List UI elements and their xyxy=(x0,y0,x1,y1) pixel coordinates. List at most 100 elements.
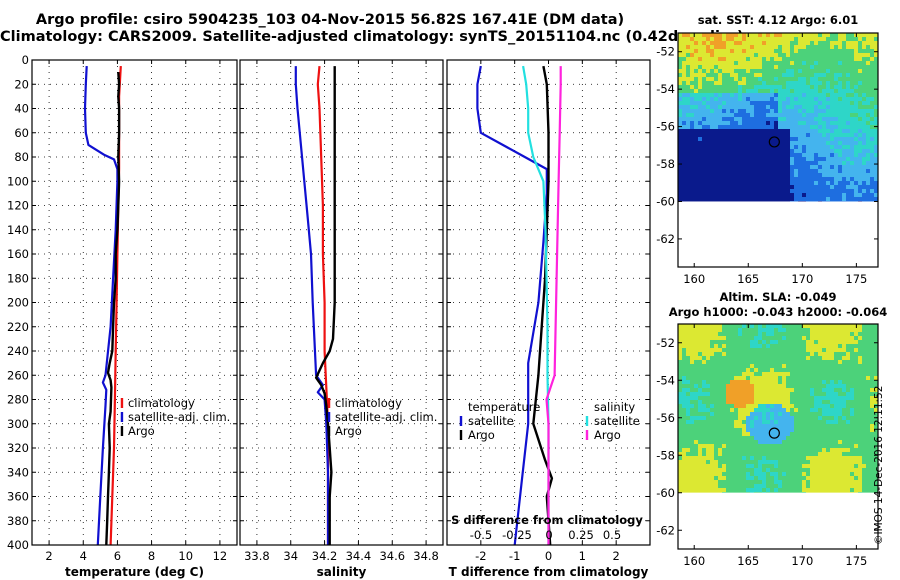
map-cell xyxy=(794,105,798,109)
map-cell xyxy=(822,396,826,400)
map-cell xyxy=(826,352,830,356)
map-cell xyxy=(694,145,698,149)
map-cell xyxy=(766,113,770,117)
map-cell xyxy=(722,404,726,408)
map-cell xyxy=(782,57,786,61)
map-cell xyxy=(782,193,786,197)
map-cell xyxy=(774,472,778,476)
map-cell xyxy=(850,440,854,444)
map-cell xyxy=(758,33,762,37)
map-cell xyxy=(766,468,770,472)
map-cell xyxy=(850,169,854,173)
map-cell xyxy=(678,472,682,476)
map-cell xyxy=(822,460,826,464)
map-cell xyxy=(714,165,718,169)
map-cell xyxy=(846,444,850,448)
map-cell xyxy=(742,161,746,165)
map-cell xyxy=(806,165,810,169)
map-cell xyxy=(866,65,870,69)
map-cell xyxy=(702,388,706,392)
map-cell xyxy=(834,392,838,396)
map-cell xyxy=(774,452,778,456)
map-cell xyxy=(730,380,734,384)
map-cell xyxy=(750,348,754,352)
map-cell xyxy=(818,408,822,412)
map-cell xyxy=(838,456,842,460)
map-cell xyxy=(858,185,862,189)
map-cell xyxy=(870,332,874,336)
map-cell xyxy=(810,376,814,380)
map-cell xyxy=(726,109,730,113)
map-cell xyxy=(858,336,862,340)
map-cell xyxy=(794,109,798,113)
map-cell xyxy=(778,372,782,376)
y-tick-label: -54 xyxy=(656,373,675,387)
map-cell xyxy=(722,436,726,440)
map-cell xyxy=(854,61,858,65)
map-cell xyxy=(774,129,778,133)
map-cell xyxy=(762,392,766,396)
map-cell xyxy=(730,432,734,436)
map-cell xyxy=(870,488,874,492)
map-cell xyxy=(706,133,710,137)
map-cell xyxy=(866,89,870,93)
map-cell xyxy=(794,153,798,157)
map-cell xyxy=(826,356,830,360)
map-cell xyxy=(802,400,806,404)
map-cell xyxy=(754,177,758,181)
map-cell xyxy=(834,37,838,41)
map-cell xyxy=(810,145,814,149)
map-cell xyxy=(798,37,802,41)
map-cell xyxy=(742,360,746,364)
map-cell xyxy=(738,185,742,189)
map-cell xyxy=(874,141,878,145)
map-cell xyxy=(874,380,878,384)
map-cell xyxy=(758,105,762,109)
map-cell xyxy=(714,384,718,388)
map-cell xyxy=(702,97,706,101)
map-cell xyxy=(866,93,870,97)
map-cell xyxy=(734,476,738,480)
map-cell xyxy=(678,344,682,348)
map-cell xyxy=(846,452,850,456)
map-cell xyxy=(818,484,822,488)
map-cell xyxy=(874,348,878,352)
map-cell xyxy=(778,117,782,121)
map-cell xyxy=(794,165,798,169)
map-cell xyxy=(874,129,878,133)
map-cell xyxy=(806,69,810,73)
map-cell xyxy=(782,340,786,344)
map-cell xyxy=(874,444,878,448)
map-cell xyxy=(774,185,778,189)
map-cell xyxy=(782,117,786,121)
map-cell xyxy=(686,193,690,197)
map-cell xyxy=(738,69,742,73)
map-cell xyxy=(730,113,734,117)
map-cell xyxy=(682,468,686,472)
map-cell xyxy=(850,145,854,149)
map-cell xyxy=(770,452,774,456)
map-cell xyxy=(826,37,830,41)
map-cell xyxy=(862,348,866,352)
map-cell xyxy=(862,53,866,57)
map-cell xyxy=(866,484,870,488)
map-cell xyxy=(750,424,754,428)
map-cell xyxy=(850,340,854,344)
map-cell xyxy=(762,372,766,376)
map-cell xyxy=(702,161,706,165)
map-cell xyxy=(822,400,826,404)
x-axis-label: temperature (deg C) xyxy=(65,565,204,579)
map-cell xyxy=(802,364,806,368)
map-cell xyxy=(834,380,838,384)
map-cell xyxy=(698,384,702,388)
map-cell xyxy=(830,436,834,440)
map-cell xyxy=(818,153,822,157)
map-cell xyxy=(730,165,734,169)
map-cell xyxy=(718,380,722,384)
map-cell xyxy=(702,352,706,356)
map-cell xyxy=(714,324,718,328)
map-cell xyxy=(810,452,814,456)
map-cell xyxy=(690,448,694,452)
map-cell xyxy=(870,340,874,344)
map-cell xyxy=(790,101,794,105)
